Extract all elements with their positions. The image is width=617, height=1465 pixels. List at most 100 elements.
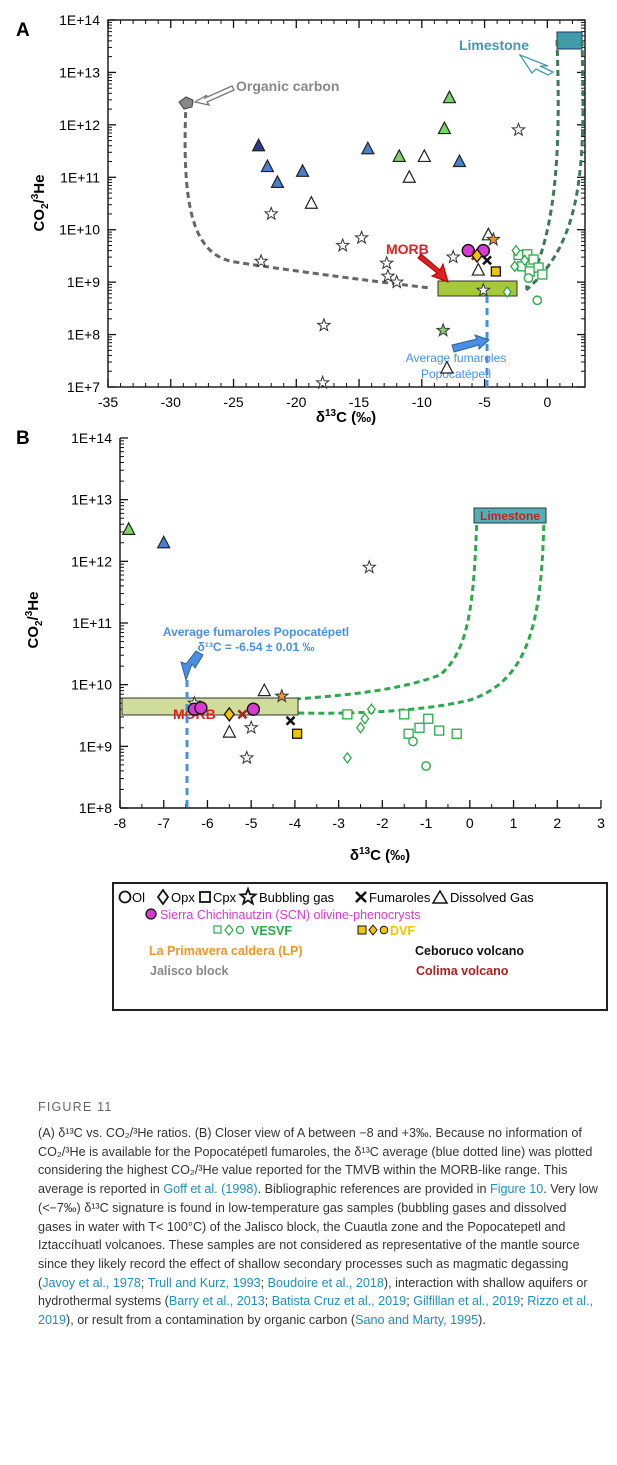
caption-text-part: . Very low (<−7‰) δ¹³C signature is foun… (38, 1182, 598, 1290)
data-point-square-19 (414, 722, 425, 733)
x-tick-label: -25 (223, 394, 243, 410)
x-tick-label: -5 (245, 815, 258, 831)
caption-text-part: ), interaction with shallow aquifers or … (38, 1275, 588, 1309)
data-point-star-28 (485, 231, 501, 247)
legend-dvf-label: DVF (390, 924, 415, 938)
avg-fumaroles-label-a2: Popocatépetl (421, 367, 491, 381)
legend: Ol Opx Cpx Bubbling gas Fumaroles Dissol… (118, 886, 534, 978)
data-point-circle-10 (194, 701, 208, 715)
y-tick-label: 1E+10 (71, 677, 112, 693)
data-point-star-18 (315, 374, 331, 390)
data-point-star-7 (243, 719, 259, 735)
data-point-star-25 (475, 282, 491, 297)
data-point-diamond-24 (355, 721, 366, 734)
legend-ol-icon (118, 890, 132, 904)
caption-text: (A) δ¹³C vs. CO₂/³He ratios. (B) Closer … (38, 1124, 598, 1330)
legend-cpx-label: Cpx (213, 890, 237, 905)
avg-fumaroles-arrow-b (180, 650, 204, 682)
data-point-circle-47 (532, 295, 543, 306)
data-point-star-24 (445, 249, 461, 264)
x-tick-label: -7 (158, 815, 171, 831)
y-tick-label: 1E+14 (71, 430, 112, 446)
data-point-tri-7 (437, 120, 452, 135)
legend-vesvf-opx-icon (224, 924, 234, 936)
y-tick-label: 1E+8 (79, 800, 112, 816)
data-point-tri-5 (452, 153, 467, 168)
avg-fumaroles-label-b2: δ¹³C = -6.54 ± 0.01 ‰ (198, 640, 315, 654)
x-tick-label: 1 (510, 815, 518, 831)
data-point-tri-3 (295, 163, 310, 177)
caption-reference-link[interactable]: Goff et al. (1998) (163, 1182, 258, 1197)
data-point-tri-11 (417, 148, 432, 163)
y-tick-label: 1E+13 (71, 492, 112, 508)
limestone-label: Limestone (459, 37, 529, 53)
caption-figure-link[interactable]: Figure 10 (490, 1182, 544, 1197)
y-tick-label: 1E+8 (67, 327, 100, 343)
x-tick-label: -20 (286, 394, 306, 410)
caption-reference-link[interactable]: Batista Cruz et al., 2019 (271, 1294, 407, 1309)
caption-reference-link[interactable]: Barry et al., 2013 (168, 1294, 265, 1309)
legend-scn-icon (145, 908, 157, 920)
caption-text-part: ; (520, 1294, 528, 1309)
legend-bubbling-label: Bubbling gas (259, 890, 335, 905)
y-tick-label: 1E+12 (71, 553, 112, 569)
y-tick-label: 1E+11 (60, 169, 100, 185)
caption-reference-link[interactable]: Gilfillan et al., 2019 (413, 1294, 521, 1309)
organic-carbon-label: Organic carbon (236, 78, 339, 94)
panel-a-x-tick-labels: -35 -30 -25 -20 -15 -10 -5 0 (98, 394, 552, 410)
panel-b-x-tick-labels: -8 -7 -6 -5 -4 -3 -2 -1 0 1 2 3 (114, 815, 605, 831)
caption-reference-link[interactable]: Javoy et al., 1978 (42, 1275, 141, 1290)
data-point-square-20 (423, 713, 434, 724)
panel-a-x-axis-title: δ13C (‰) (316, 408, 376, 426)
y-tick-label: 1E+9 (67, 274, 100, 290)
caption-text-part: (A) δ¹³C vs. CO₂/³He ratios. (B) Closer … (38, 1126, 593, 1197)
legend-dvf-ol-icon (379, 925, 389, 935)
caption-reference-link[interactable]: Trull and Kurz, 1993 (147, 1275, 261, 1290)
panel-b-y-axis-title: CO2/3He (24, 592, 45, 649)
data-point-star-5 (239, 749, 255, 765)
caption-text-part: ; (406, 1294, 414, 1309)
y-tick-label: 1E+12 (59, 117, 100, 133)
data-point-square-17 (399, 709, 410, 720)
caption-text-part: ). (478, 1313, 486, 1328)
data-point-tri-8 (442, 89, 457, 104)
data-point-tri-4 (360, 140, 375, 155)
legend-dissolved-icon (431, 889, 449, 904)
data-point-tri-0 (121, 521, 136, 535)
data-point-tri-9 (304, 195, 319, 209)
data-point-star-16 (253, 253, 269, 268)
caption-reference-link[interactable]: Sano and Marty, 1995 (355, 1313, 479, 1328)
x-tick-label: -35 (98, 394, 118, 410)
data-point-star-8 (274, 688, 290, 703)
panel-a-y-axis-title: CO2/3He (30, 175, 51, 232)
legend-vesvf-cpx-icon (213, 925, 222, 934)
caption-figure-label: FIGURE 11 (38, 1100, 113, 1114)
data-point-star-4 (361, 559, 377, 574)
x-tick-label: 0 (466, 815, 474, 831)
data-point-diamond-14 (223, 706, 236, 722)
legend-cpx-icon (199, 891, 211, 903)
caption-text-part: ; (260, 1275, 268, 1290)
data-point-diamond-43 (510, 260, 520, 273)
x-tick-label: -3 (332, 815, 345, 831)
x-tick-label: -8 (114, 815, 127, 831)
data-point-circle-46 (523, 273, 534, 283)
panel-b-x-axis-title: δ13C (‰) (350, 846, 410, 864)
morb-label-a: MORB (386, 241, 429, 257)
caption-reference-link[interactable]: Rizzo et al., 2019 (38, 1294, 594, 1328)
legend-box (112, 882, 608, 1011)
avg-fumaroles-label-b1: Average fumaroles Popocatépetl (163, 625, 349, 639)
y-tick-label: 1E+10 (59, 222, 100, 238)
legend-opx-label: Opx (171, 890, 195, 905)
data-point-circle-27 (408, 736, 418, 747)
x-tick-label: -2 (376, 815, 389, 831)
caption-reference-link[interactable]: Boudoire et al., 2018 (267, 1275, 384, 1290)
data-point-diamond-23 (342, 751, 352, 764)
data-point-star-17 (316, 317, 332, 332)
x-tick-label: 0 (543, 394, 551, 410)
data-point-tri-2 (270, 174, 285, 188)
x-tick-label: -15 (349, 394, 369, 410)
data-point-circle-29 (461, 243, 475, 258)
panel-b-ticks (119, 437, 602, 809)
data-point-star-27 (435, 322, 451, 337)
